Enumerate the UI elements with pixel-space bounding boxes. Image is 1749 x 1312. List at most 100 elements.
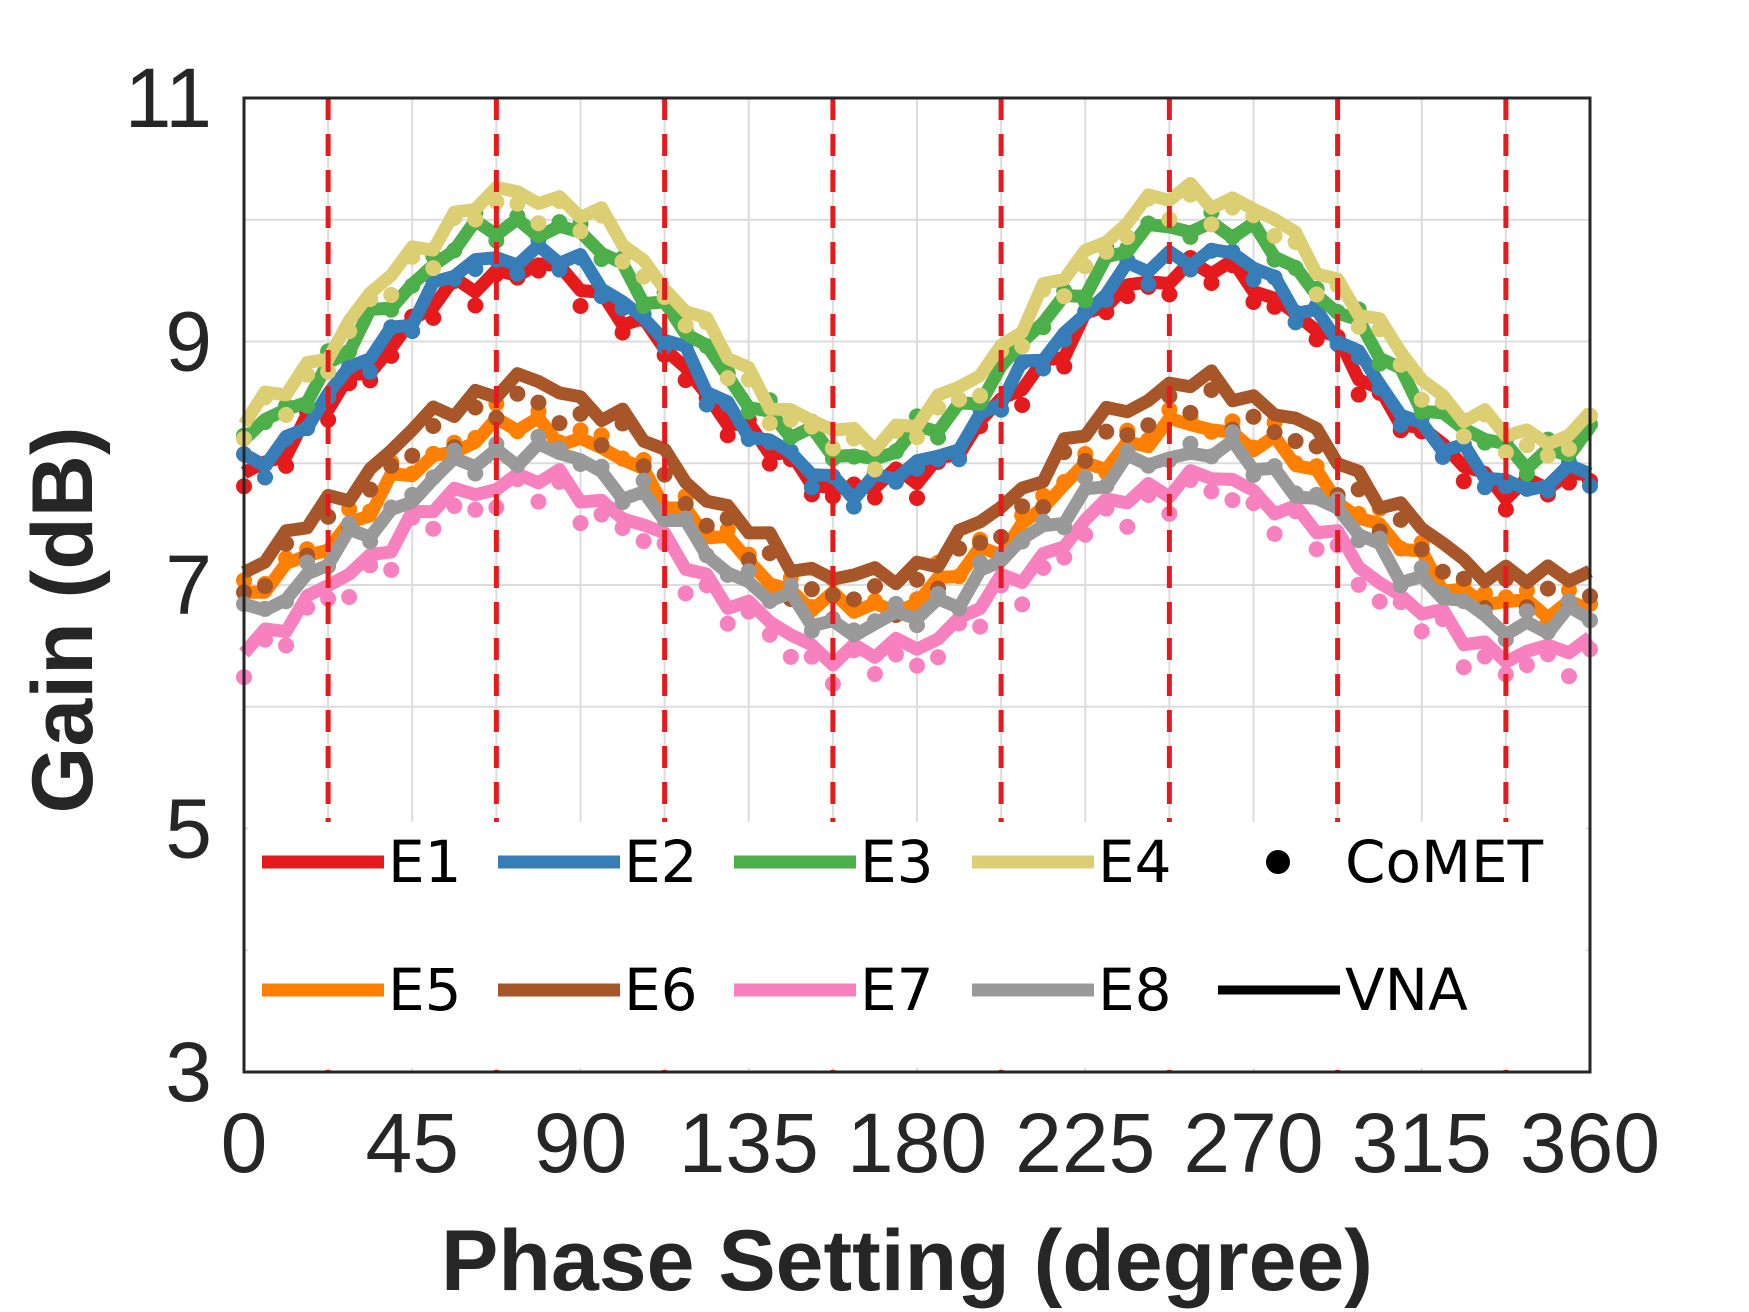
- comet-point-E6: [1287, 433, 1304, 450]
- legend-label-E5: E5: [388, 956, 462, 1024]
- comet-point-E8: [698, 547, 715, 564]
- comet-point-E1: [866, 489, 883, 506]
- comet-point-E8: [1119, 443, 1136, 460]
- comet-point-E4: [930, 399, 947, 416]
- comet-point-E2: [467, 261, 484, 278]
- comet-point-E2: [1245, 271, 1262, 288]
- comet-point-E1: [1056, 358, 1073, 375]
- comet-point-E4: [1266, 227, 1283, 244]
- comet-point-E8: [909, 617, 925, 634]
- comet-point-E7: [1035, 559, 1052, 576]
- comet-point-E3: [1266, 251, 1283, 268]
- comet-point-E7: [782, 648, 799, 665]
- comet-point-E4: [299, 366, 316, 383]
- comet-point-E2: [341, 358, 358, 375]
- comet-point-E7: [467, 501, 484, 518]
- comet-point-E7: [509, 471, 526, 488]
- comet-point-E7: [530, 493, 547, 510]
- comet-point-E3: [1371, 355, 1388, 372]
- comet-point-E5: [719, 521, 736, 538]
- comet-point-E8: [761, 592, 778, 609]
- comet-point-E2: [887, 473, 904, 490]
- vna-line-E6: [241, 364, 1593, 591]
- comet-point-E4: [1497, 444, 1514, 461]
- comet-point-E4: [1350, 318, 1367, 335]
- comet-point-E2: [803, 479, 820, 496]
- comet-point-E8: [1560, 593, 1577, 610]
- comet-point-E4: [572, 223, 589, 240]
- comet-point-E7: [1476, 648, 1493, 665]
- comet-point-E7: [1245, 495, 1262, 512]
- series-E4: [236, 176, 1598, 478]
- comet-point-E7: [1455, 659, 1472, 676]
- comet-point-E1: [320, 411, 337, 428]
- comet-point-E6: [1035, 499, 1052, 516]
- comet-point-E7: [425, 520, 442, 537]
- comet-point-E6: [320, 508, 337, 525]
- comet-point-E4: [1098, 243, 1115, 260]
- comet-point-E6: [1350, 481, 1367, 498]
- comet-point-E8: [446, 442, 463, 459]
- legend-label-E2: E2: [624, 828, 698, 896]
- comet-point-E6: [530, 394, 547, 411]
- comet-point-E6: [1266, 424, 1283, 441]
- legend-background: [248, 822, 1586, 1068]
- comet-point-E2: [1056, 331, 1073, 348]
- comet-point-E4: [1455, 428, 1472, 445]
- x-tick-label: 360: [1520, 1096, 1660, 1190]
- comet-point-E6: [1455, 570, 1472, 587]
- legend-label-E4: E4: [1098, 828, 1172, 896]
- comet-point-E7: [1014, 596, 1031, 613]
- comet-point-E1: [1266, 298, 1283, 315]
- comet-point-E8: [1203, 448, 1220, 465]
- comet-point-E6: [1056, 444, 1073, 461]
- comet-point-E8: [656, 511, 673, 528]
- comet-point-E2: [1203, 242, 1220, 259]
- comet-point-E7: [383, 561, 400, 578]
- vna-line-E7: [239, 463, 1594, 672]
- comet-point-E8: [278, 593, 295, 610]
- legend-label-E7: E7: [860, 956, 934, 1024]
- comet-point-E2: [1371, 380, 1388, 397]
- comet-point-E8: [488, 436, 505, 453]
- comet-point-E8: [782, 577, 799, 594]
- comet-point-E8: [614, 494, 631, 511]
- comet-point-E4: [593, 207, 610, 224]
- comet-point-E4: [866, 461, 883, 478]
- comet-point-E7: [1413, 623, 1430, 640]
- comet-point-E6: [1140, 417, 1157, 434]
- comet-point-E2: [1077, 303, 1094, 320]
- comet-point-E4: [1056, 288, 1073, 305]
- comet-point-E7: [1140, 487, 1157, 504]
- comet-point-E6: [972, 534, 989, 551]
- comet-point-E6: [278, 535, 295, 552]
- comet-point-E7: [1119, 518, 1136, 535]
- comet-point-E4: [1413, 391, 1430, 408]
- legend-label-E3: E3: [860, 828, 934, 896]
- comet-point-E7: [593, 506, 610, 523]
- comet-point-E6: [1014, 498, 1031, 515]
- comet-point-E4: [1434, 393, 1451, 410]
- comet-point-E1: [719, 427, 736, 444]
- comet-point-E8: [1476, 604, 1493, 621]
- comet-point-E4: [383, 286, 400, 303]
- plot-frame: [242, 96, 1592, 1074]
- comet-point-E4: [845, 430, 862, 447]
- comet-point-E8: [1518, 603, 1535, 620]
- comet-point-E2: [1392, 416, 1409, 433]
- comet-point-E4: [614, 253, 631, 270]
- comet-point-E5: [1392, 540, 1409, 557]
- comet-point-E5: [278, 550, 295, 567]
- comet-point-E7: [1098, 500, 1115, 517]
- comet-point-E7: [404, 509, 421, 526]
- comet-point-E1: [488, 266, 505, 283]
- comet-point-E7: [572, 515, 589, 532]
- comet-point-E2: [1350, 348, 1367, 365]
- comet-point-E7: [1518, 657, 1535, 674]
- comet-point-E4: [1287, 234, 1304, 251]
- comet-point-E5: [614, 450, 631, 467]
- legend: E1 E2 E3 E4 E5 E6 E7 E8 CoMET VNA: [248, 822, 1586, 1068]
- comet-point-E4: [761, 415, 778, 432]
- x-tick-label: 90: [534, 1096, 627, 1190]
- legend-swatch-comet: [1266, 850, 1290, 874]
